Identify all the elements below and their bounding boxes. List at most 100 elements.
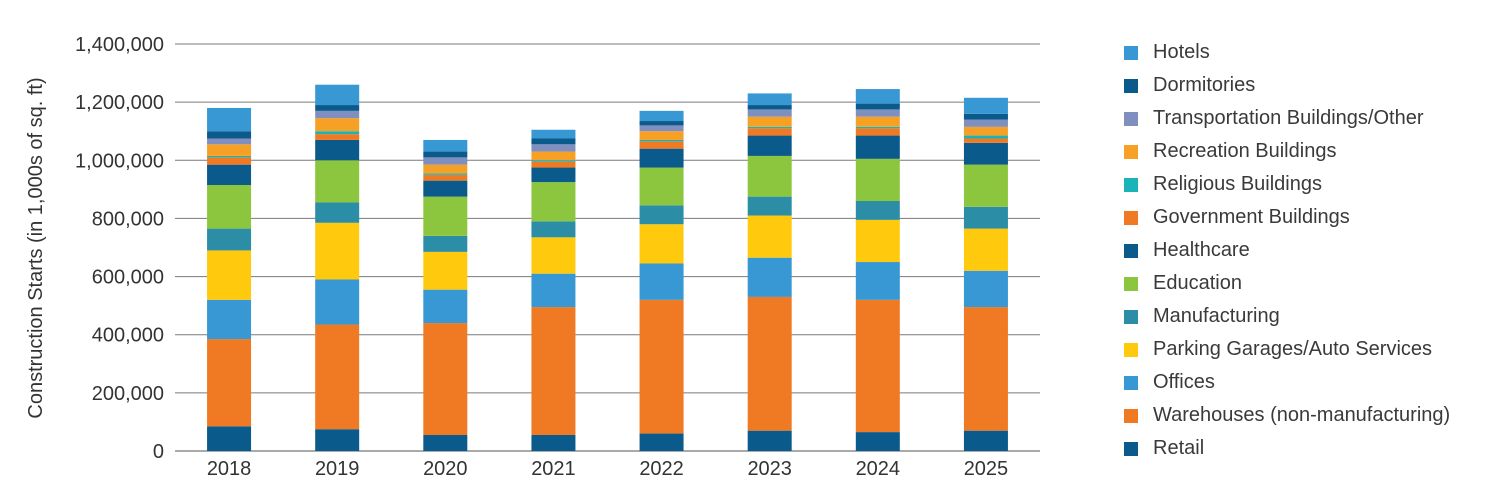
bar-segment bbox=[747, 196, 792, 216]
bar-segment bbox=[207, 138, 252, 145]
bar-segment bbox=[963, 270, 1008, 308]
bar-segment bbox=[747, 296, 792, 431]
x-tick-label: 2022 bbox=[639, 458, 684, 480]
bar-segment bbox=[315, 202, 360, 223]
bar-segment bbox=[423, 323, 468, 436]
bar-segment bbox=[423, 164, 468, 174]
bar-segment bbox=[963, 307, 1008, 431]
bar-segment bbox=[423, 180, 468, 197]
bar-segment bbox=[423, 196, 468, 236]
bar-segment bbox=[531, 435, 576, 451]
legend-item: Government Buildings bbox=[1124, 201, 1494, 234]
bar-segment bbox=[963, 97, 1008, 114]
legend-swatch bbox=[1124, 309, 1138, 324]
bar-segment bbox=[855, 135, 900, 159]
bar-segment bbox=[639, 299, 684, 434]
y-tick-label: 800,000 bbox=[92, 208, 164, 230]
bar-segment bbox=[963, 135, 1008, 139]
legend-swatch bbox=[1124, 78, 1138, 93]
y-tick-label: 0 bbox=[153, 441, 164, 463]
legend-swatch bbox=[1124, 441, 1138, 456]
legend-label: Government Buildings bbox=[1153, 206, 1350, 228]
bars bbox=[207, 84, 1008, 451]
bar-segment bbox=[207, 426, 252, 451]
bar-segment bbox=[423, 235, 468, 252]
bar-segment bbox=[207, 157, 252, 165]
legend-label: Education bbox=[1153, 272, 1242, 294]
legend-label: Hotels bbox=[1153, 41, 1210, 63]
bar-segment bbox=[855, 432, 900, 451]
bar-segment bbox=[423, 174, 468, 181]
bar-segment bbox=[315, 134, 360, 140]
legend-item: Recreation Buildings bbox=[1124, 135, 1494, 168]
bar-segment bbox=[639, 139, 684, 142]
bar-segment bbox=[207, 131, 252, 139]
y-tick-label: 1,200,000 bbox=[75, 92, 164, 114]
bar-segment bbox=[207, 339, 252, 427]
x-tick-label: 2018 bbox=[207, 458, 252, 480]
legend-label: Healthcare bbox=[1153, 239, 1250, 261]
y-tick-label: 1,400,000 bbox=[75, 34, 164, 56]
bar-segment bbox=[855, 116, 900, 127]
bar-segment bbox=[747, 126, 792, 129]
legend-item: Religious Buildings bbox=[1124, 168, 1494, 201]
bar-segment bbox=[423, 251, 468, 290]
bar-segment bbox=[207, 155, 252, 158]
x-tick-label: 2020 bbox=[423, 458, 468, 480]
y-axis-tick-labels: 0 200,000 400,000 600,000 800,000 1,000,000 1,… bbox=[75, 34, 164, 463]
bar-segment bbox=[315, 105, 360, 111]
bar-segment bbox=[747, 155, 792, 197]
bar-segment bbox=[315, 429, 360, 451]
legend-label: Retail bbox=[1153, 437, 1205, 459]
bar-segment bbox=[747, 135, 792, 156]
bar-segment bbox=[639, 224, 684, 264]
legend-item: Transportation Buildings/Other bbox=[1124, 102, 1494, 135]
bar-segment bbox=[639, 148, 684, 168]
bar-segment bbox=[423, 139, 468, 152]
bar-segment bbox=[639, 131, 684, 140]
bar-segment bbox=[855, 219, 900, 263]
legend-swatch bbox=[1124, 375, 1138, 390]
bar-segment bbox=[315, 222, 360, 280]
bar-segment bbox=[963, 113, 1008, 120]
bar-segment bbox=[315, 139, 360, 161]
bar-segment bbox=[855, 158, 900, 201]
x-axis-tick-labels: 2018 2019 2020 2021 2022 2023 2024 2025 bbox=[207, 458, 1008, 480]
bar-segment bbox=[207, 250, 252, 300]
bar-segment bbox=[855, 262, 900, 300]
legend-swatch bbox=[1124, 243, 1138, 258]
bar-segment bbox=[747, 116, 792, 127]
bar-segment bbox=[207, 184, 252, 229]
bar-segment bbox=[531, 307, 576, 436]
x-tick-label: 2021 bbox=[531, 458, 576, 480]
bar-segment bbox=[855, 299, 900, 433]
legend-swatch bbox=[1124, 342, 1138, 357]
bar-segment bbox=[747, 430, 792, 451]
bar-segment bbox=[855, 89, 900, 104]
bar-segment bbox=[423, 289, 468, 324]
gridlines bbox=[175, 43, 1040, 452]
x-tick-label: 2024 bbox=[856, 458, 901, 480]
bar-segment bbox=[315, 131, 360, 135]
bar-segment bbox=[963, 119, 1008, 127]
bar-segment bbox=[639, 205, 684, 225]
bar-segment bbox=[855, 126, 900, 129]
bar-segment bbox=[315, 84, 360, 106]
bar-segment bbox=[963, 164, 1008, 207]
bar-segment bbox=[531, 182, 576, 222]
bar-segment bbox=[855, 109, 900, 117]
legend-swatch bbox=[1124, 276, 1138, 291]
legend-item: Retail bbox=[1124, 432, 1494, 465]
bar-segment bbox=[423, 157, 468, 165]
bar-segment bbox=[315, 118, 360, 132]
bar-segment bbox=[855, 103, 900, 110]
bar-segment bbox=[315, 324, 360, 430]
legend-swatch bbox=[1124, 177, 1138, 192]
bar-segment bbox=[639, 141, 684, 149]
bar-segment bbox=[315, 160, 360, 203]
bar-segment bbox=[639, 121, 684, 126]
legend-item: Hotels bbox=[1124, 36, 1494, 69]
bar-segment bbox=[207, 144, 252, 156]
bar-segment bbox=[963, 142, 1008, 165]
bar-segment bbox=[747, 257, 792, 297]
